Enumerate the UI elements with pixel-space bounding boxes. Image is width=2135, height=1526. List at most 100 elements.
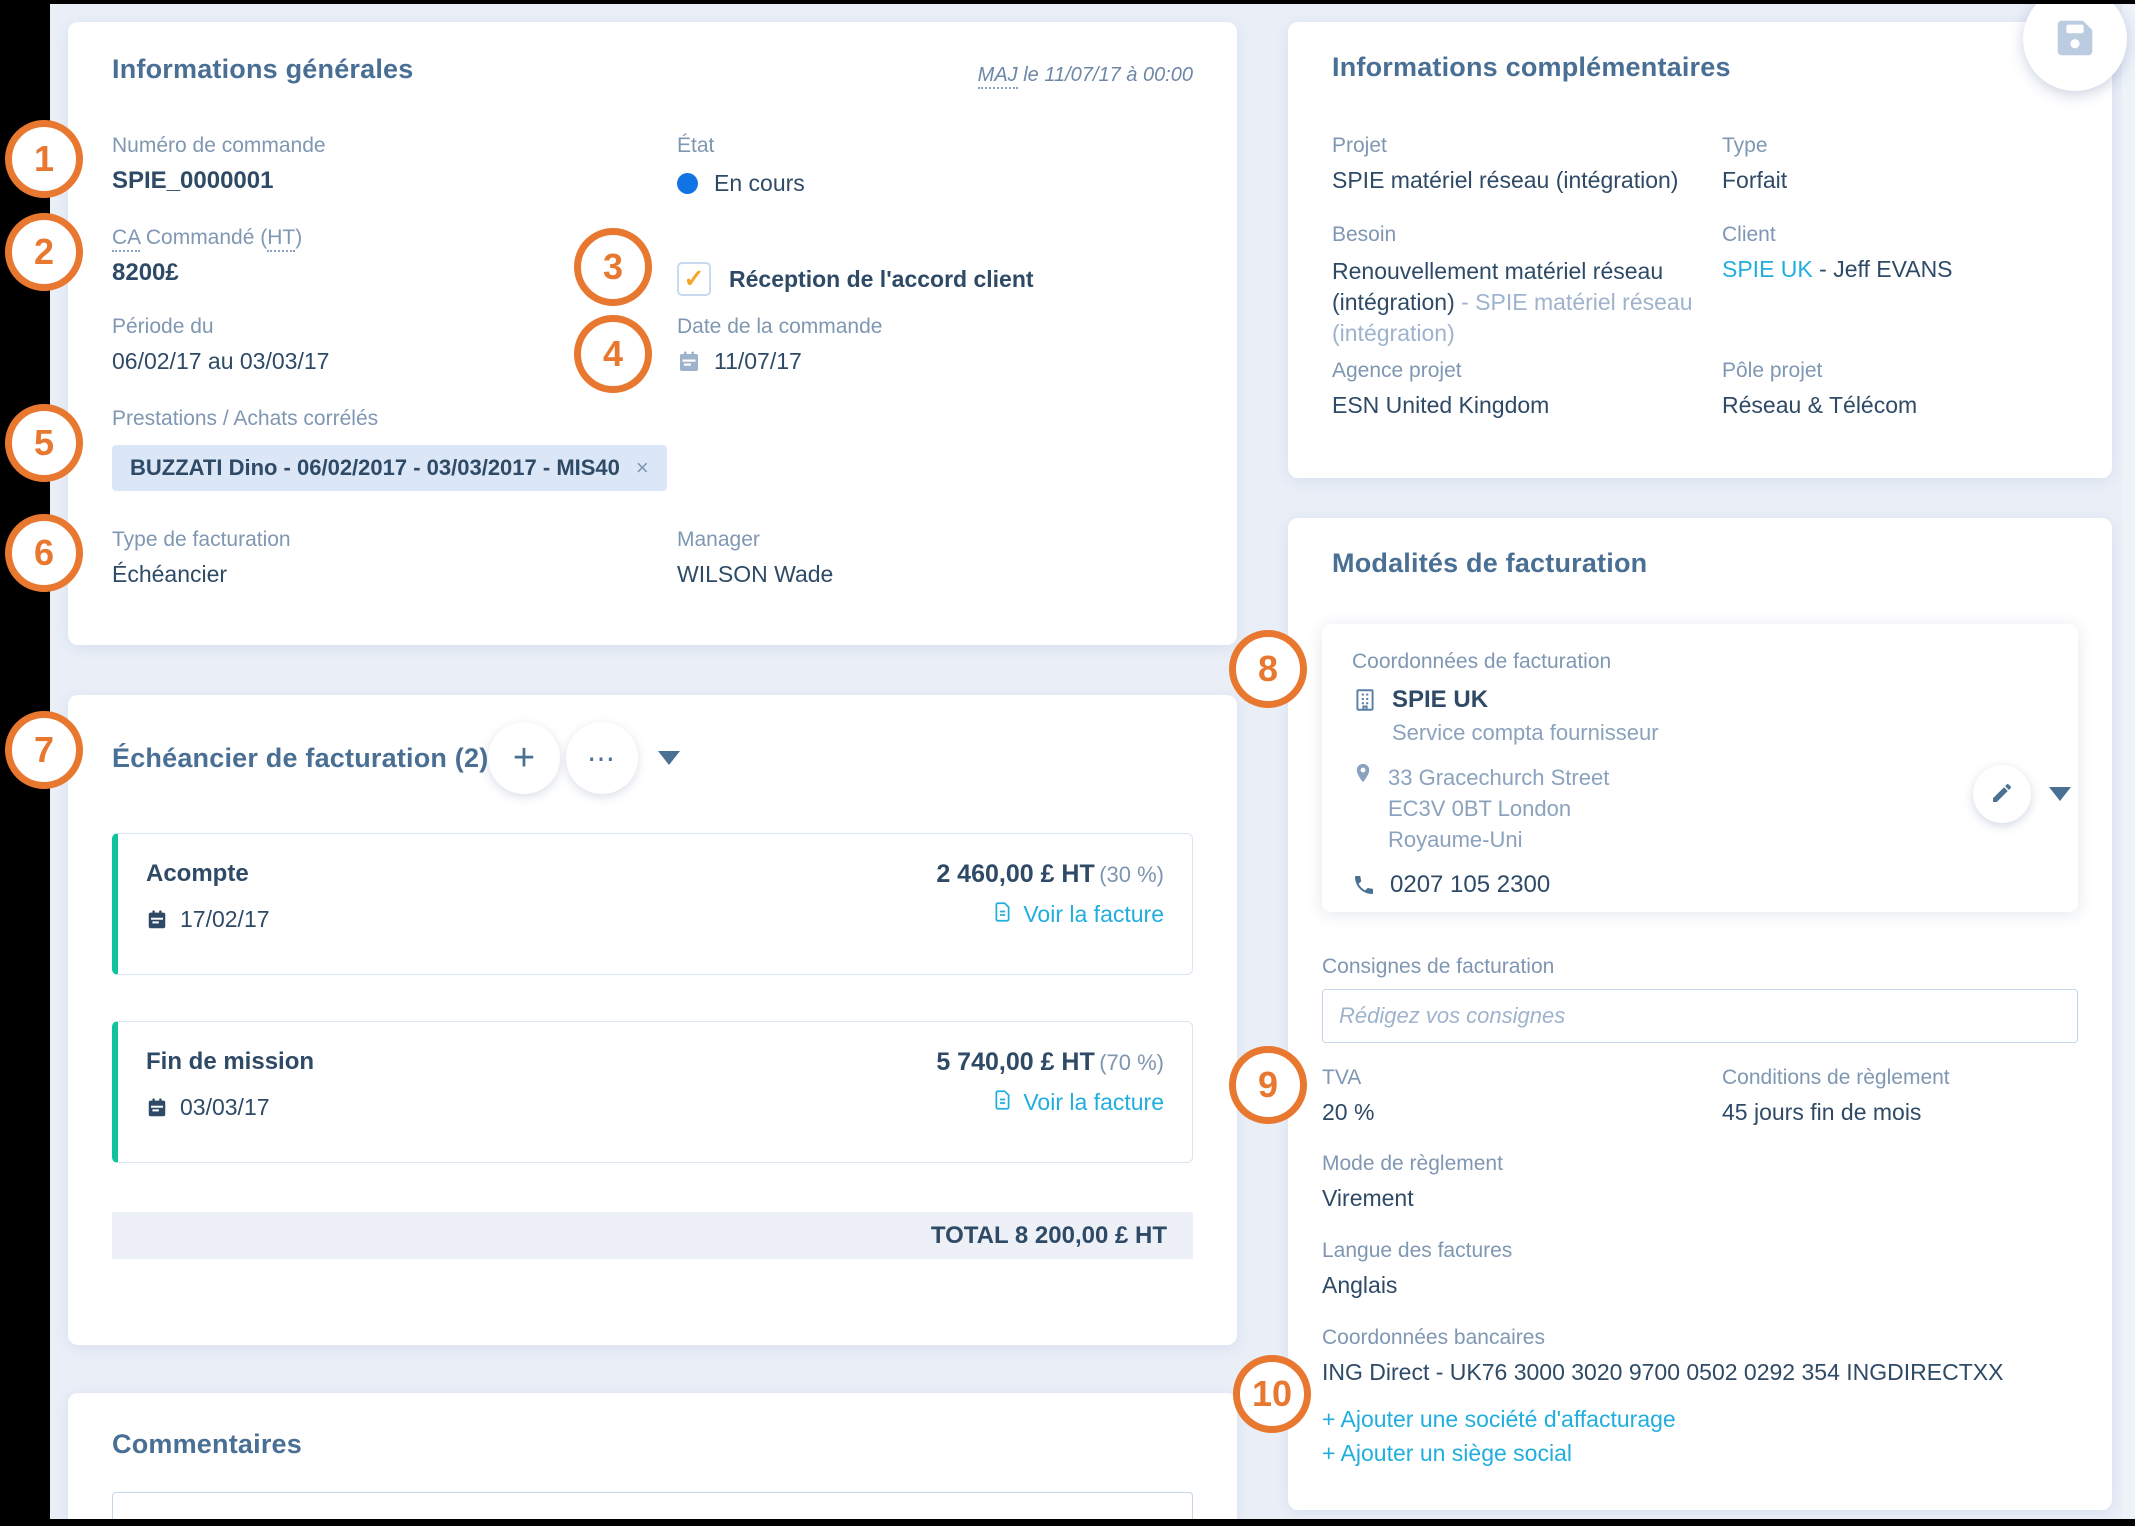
contact-dropdown-caret-icon[interactable] <box>2049 787 2071 801</box>
agreement-checkbox[interactable]: ✓ <box>677 262 711 296</box>
instructions-input[interactable] <box>1322 989 2078 1043</box>
period-value: 06/02/17 au 03/03/17 <box>112 348 330 374</box>
address-line: 33 Gracechurch Street <box>1388 765 1610 790</box>
billing-contact-label: Coordonnées de facturation <box>1352 650 1612 673</box>
callout-4: 4 <box>574 315 652 393</box>
agreement-field: ✓ Réception de l'accord client <box>677 262 1034 296</box>
payment-mode-field: Mode de règlement Virement <box>1322 1152 1503 1212</box>
order-date-field: Date de la commande 11/07/17 <box>677 315 882 375</box>
phone-icon <box>1352 873 1376 897</box>
order-date-value: 11/07/17 <box>714 348 802 374</box>
complementary-title: Informations complémentaires <box>1332 52 1731 82</box>
invoice-language-field: Langue des factures Anglais <box>1322 1239 1512 1299</box>
schedule-item: Acompte 17/02/17 2 460,00 £ HT (30 %) Vo… <box>112 833 1193 975</box>
agreement-label: Réception de l'accord client <box>729 265 1034 292</box>
calendar-icon <box>677 350 701 374</box>
schedule-dropdown-caret-icon[interactable] <box>658 751 680 765</box>
prestation-tag-text: BUZZATI Dino - 06/02/2017 - 03/03/2017 -… <box>130 455 620 480</box>
instructions-field: Consignes de facturation <box>1322 955 2078 1043</box>
add-head-office-link[interactable]: + Ajouter un siège social <box>1322 1440 1572 1466</box>
need-value: Renouvellement matériel réseau (intégrat… <box>1332 258 1693 346</box>
more-options-button[interactable]: ⋯ <box>566 722 638 794</box>
callout-6: 6 <box>5 514 83 592</box>
pole-field: Pôle projet Réseau & Télécom <box>1722 359 1917 419</box>
billing-type-label: Type de facturation <box>112 528 291 551</box>
type-label: Type <box>1722 134 1768 157</box>
ellipsis-icon: ⋯ <box>587 742 617 774</box>
project-field: Projet SPIE matériel réseau (intégration… <box>1332 134 1712 194</box>
client-label: Client <box>1722 223 1776 246</box>
installment-percent: (30 %) <box>1099 862 1164 887</box>
schedule-item-left: Fin de mission 03/03/17 <box>146 1048 314 1162</box>
schedule-item-right: 5 740,00 £ HT (70 %) Voir la facture <box>936 1048 1164 1162</box>
client-value: SPIE UK - Jeff EVANS <box>1722 256 1953 282</box>
agency-field: Agence projet ESN United Kingdom <box>1332 359 1549 419</box>
schedule-title: Échéancier de facturation (2) <box>112 743 489 773</box>
state-value: En cours <box>714 170 805 196</box>
edit-billing-contact-button[interactable] <box>1973 765 2031 823</box>
installment-date: 17/02/17 <box>180 906 270 932</box>
project-value: SPIE matériel réseau (intégration) <box>1332 167 1679 193</box>
last-updated-text: MAJ le 11/07/17 à 00:00 <box>977 64 1193 89</box>
payment-terms-field: Conditions de règlement 45 jours fin de … <box>1722 1066 1950 1126</box>
status-dot-icon <box>677 173 698 194</box>
callout-5: 5 <box>5 404 83 482</box>
callout-10: 10 <box>1233 1355 1311 1433</box>
pole-value: Réseau & Télécom <box>1722 392 1918 418</box>
complementary-info-card: Informations complémentaires Projet SPIE… <box>1288 22 2112 478</box>
order-date-label: Date de la commande <box>677 315 883 338</box>
building-icon <box>1352 687 1378 713</box>
ca-value: 8200£ <box>112 259 179 286</box>
client-field: Client SPIE UK - Jeff EVANS <box>1722 223 1953 283</box>
period-label: Période du <box>112 315 214 338</box>
invoice-document-icon <box>992 901 1013 928</box>
scrollbar[interactable] <box>2122 4 2135 1519</box>
prestations-field: Prestations / Achats corrélés BUZZATI Di… <box>112 407 667 491</box>
type-field: Type Forfait <box>1722 134 1787 194</box>
bank-details-field: Coordonnées bancaires ING Direct - UK76 … <box>1322 1326 2082 1386</box>
view-invoice-link[interactable]: Voir la facture <box>992 901 1164 928</box>
billing-company-name: SPIE UK <box>1392 686 1489 713</box>
prestation-tag: BUZZATI Dino - 06/02/2017 - 03/03/2017 -… <box>112 445 667 491</box>
prestations-label: Prestations / Achats corrélés <box>112 407 379 430</box>
app-page: Informations générales MAJ le 11/07/17 à… <box>50 4 2135 1519</box>
agency-value: ESN United Kingdom <box>1332 392 1550 418</box>
installment-percent: (70 %) <box>1099 1050 1164 1075</box>
installment-amount: 5 740,00 £ HT <box>936 1048 1095 1076</box>
payment-terms-value: 45 jours fin de mois <box>1722 1099 1922 1125</box>
address-line: Royaume-Uni <box>1388 827 1523 852</box>
schedule-card: Échéancier de facturation (2) + ⋯ Acompt… <box>68 695 1237 1345</box>
invoice-language-value: Anglais <box>1322 1272 1398 1298</box>
plus-icon: + <box>512 736 536 779</box>
billing-service-line: Service compta fournisseur <box>1392 720 1659 745</box>
save-button[interactable] <box>2023 4 2127 91</box>
calendar-icon <box>146 1097 168 1119</box>
billing-contact-card: Coordonnées de facturation SPIE UK Servi… <box>1322 624 2078 912</box>
view-invoice-link[interactable]: Voir la facture <box>992 1089 1164 1116</box>
period-field: Période du 06/02/17 au 03/03/17 <box>112 315 329 375</box>
address-line: EC3V 0BT London <box>1388 796 1572 821</box>
callout-1: 1 <box>5 120 83 198</box>
callout-9: 9 <box>1229 1046 1307 1124</box>
callout-8: 8 <box>1229 630 1307 708</box>
manager-value: WILSON Wade <box>677 561 834 587</box>
vat-label: TVA <box>1322 1066 1362 1089</box>
callout-3: 3 <box>574 228 652 306</box>
schedule-total-bar: TOTAL 8 200,00 £ HT <box>112 1212 1193 1259</box>
billing-terms-title: Modalités de facturation <box>1332 548 1648 578</box>
tag-remove-icon[interactable]: × <box>635 455 649 480</box>
installment-name: Acompte <box>146 860 249 887</box>
billing-type-value: Échéancier <box>112 561 228 587</box>
client-link[interactable]: SPIE UK <box>1722 256 1813 282</box>
add-installment-button[interactable]: + <box>488 722 560 794</box>
maj-abbr: MAJ <box>977 64 1018 89</box>
callout-2: 2 <box>5 213 83 291</box>
order-number-value: SPIE_0000001 <box>112 167 274 194</box>
location-pin-icon <box>1352 762 1374 855</box>
order-number-field: Numéro de commande SPIE_0000001 <box>112 134 326 195</box>
state-label: État <box>677 134 715 157</box>
state-field: État En cours <box>677 134 805 197</box>
comments-input[interactable] <box>112 1492 1193 1519</box>
add-factoring-company-link[interactable]: + Ajouter une société d'affacturage <box>1322 1406 1676 1432</box>
